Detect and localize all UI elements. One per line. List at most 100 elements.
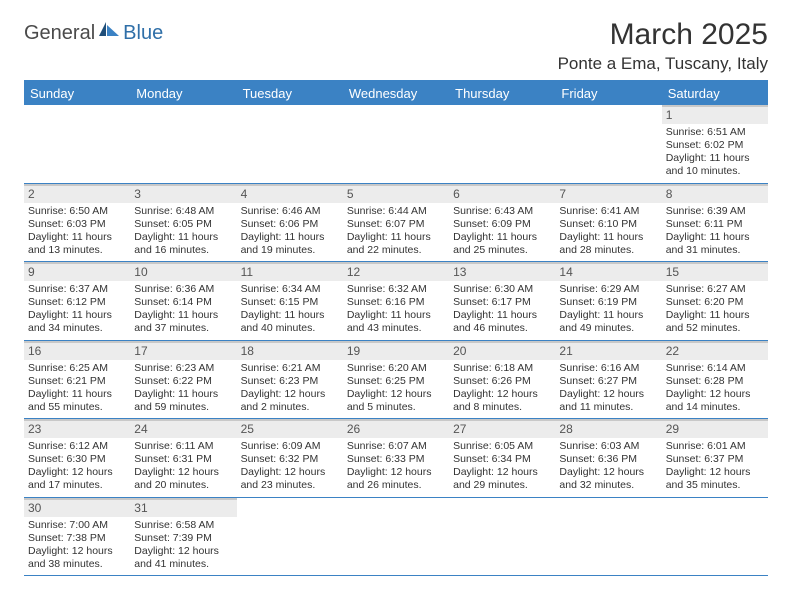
day-sunset: Sunset: 7:38 PM xyxy=(28,532,126,545)
day-cell-empty xyxy=(449,498,555,576)
day-sunrise: Sunrise: 6:30 AM xyxy=(453,283,551,296)
day-day1: Daylight: 11 hours xyxy=(559,309,657,322)
week-row: 23Sunrise: 6:12 AMSunset: 6:30 PMDayligh… xyxy=(24,419,768,498)
day-sunset: Sunset: 6:22 PM xyxy=(134,375,232,388)
day-sunset: Sunset: 6:07 PM xyxy=(347,218,445,231)
day-sunrise: Sunrise: 6:37 AM xyxy=(28,283,126,296)
day-sunset: Sunset: 6:23 PM xyxy=(241,375,339,388)
day-number: 24 xyxy=(130,420,236,438)
day-cell: 27Sunrise: 6:05 AMSunset: 6:34 PMDayligh… xyxy=(449,419,555,497)
day-day2: and 22 minutes. xyxy=(347,244,445,257)
day-number: 19 xyxy=(343,342,449,360)
day-number: 13 xyxy=(449,263,555,281)
day-sunrise: Sunrise: 6:32 AM xyxy=(347,283,445,296)
month-title: March 2025 xyxy=(558,18,768,52)
day-day1: Daylight: 11 hours xyxy=(347,309,445,322)
day-cell: 29Sunrise: 6:01 AMSunset: 6:37 PMDayligh… xyxy=(662,419,768,497)
day-sunset: Sunset: 6:28 PM xyxy=(666,375,764,388)
day-day1: Daylight: 11 hours xyxy=(666,309,764,322)
day-number: 25 xyxy=(237,420,343,438)
day-cell: 10Sunrise: 6:36 AMSunset: 6:14 PMDayligh… xyxy=(130,262,236,340)
day-sunset: Sunset: 6:20 PM xyxy=(666,296,764,309)
day-number: 27 xyxy=(449,420,555,438)
day-sunset: Sunset: 6:09 PM xyxy=(453,218,551,231)
day-number: 22 xyxy=(662,342,768,360)
day-number: 31 xyxy=(130,499,236,517)
day-cell: 24Sunrise: 6:11 AMSunset: 6:31 PMDayligh… xyxy=(130,419,236,497)
day-sunset: Sunset: 6:05 PM xyxy=(134,218,232,231)
day-day2: and 28 minutes. xyxy=(559,244,657,257)
day-sunrise: Sunrise: 6:43 AM xyxy=(453,205,551,218)
logo-text-general: General xyxy=(24,22,95,45)
day-number: 30 xyxy=(24,499,130,517)
day-day1: Daylight: 12 hours xyxy=(28,545,126,558)
day-sunrise: Sunrise: 6:34 AM xyxy=(241,283,339,296)
day-sunrise: Sunrise: 6:27 AM xyxy=(666,283,764,296)
day-cell: 18Sunrise: 6:21 AMSunset: 6:23 PMDayligh… xyxy=(237,341,343,419)
logo: General Blue xyxy=(24,18,163,45)
day-sunrise: Sunrise: 6:25 AM xyxy=(28,362,126,375)
day-day2: and 31 minutes. xyxy=(666,244,764,257)
day-number: 6 xyxy=(449,185,555,203)
day-sunrise: Sunrise: 6:44 AM xyxy=(347,205,445,218)
weekday-saturday: Saturday xyxy=(662,82,768,105)
day-sunset: Sunset: 6:25 PM xyxy=(347,375,445,388)
week-row: 30Sunrise: 7:00 AMSunset: 7:38 PMDayligh… xyxy=(24,498,768,577)
day-cell: 19Sunrise: 6:20 AMSunset: 6:25 PMDayligh… xyxy=(343,341,449,419)
day-day2: and 40 minutes. xyxy=(241,322,339,335)
day-cell: 1Sunrise: 6:51 AMSunset: 6:02 PMDaylight… xyxy=(662,105,768,183)
day-cell: 28Sunrise: 6:03 AMSunset: 6:36 PMDayligh… xyxy=(555,419,661,497)
day-cell-empty xyxy=(662,498,768,576)
day-cell: 3Sunrise: 6:48 AMSunset: 6:05 PMDaylight… xyxy=(130,184,236,262)
day-sunrise: Sunrise: 6:23 AM xyxy=(134,362,232,375)
location: Ponte a Ema, Tuscany, Italy xyxy=(558,54,768,74)
day-sunset: Sunset: 7:39 PM xyxy=(134,532,232,545)
day-day2: and 55 minutes. xyxy=(28,401,126,414)
day-day2: and 13 minutes. xyxy=(28,244,126,257)
day-number: 2 xyxy=(24,185,130,203)
day-day2: and 37 minutes. xyxy=(134,322,232,335)
day-sunrise: Sunrise: 6:07 AM xyxy=(347,440,445,453)
weekday-tuesday: Tuesday xyxy=(237,82,343,105)
day-day1: Daylight: 11 hours xyxy=(453,231,551,244)
day-cell-empty xyxy=(237,105,343,183)
day-number: 11 xyxy=(237,263,343,281)
day-sunrise: Sunrise: 6:48 AM xyxy=(134,205,232,218)
day-day1: Daylight: 12 hours xyxy=(666,388,764,401)
day-number: 7 xyxy=(555,185,661,203)
day-day1: Daylight: 11 hours xyxy=(28,388,126,401)
day-day1: Daylight: 11 hours xyxy=(241,231,339,244)
day-sunrise: Sunrise: 6:41 AM xyxy=(559,205,657,218)
day-cell: 8Sunrise: 6:39 AMSunset: 6:11 PMDaylight… xyxy=(662,184,768,262)
day-number: 26 xyxy=(343,420,449,438)
day-cell: 21Sunrise: 6:16 AMSunset: 6:27 PMDayligh… xyxy=(555,341,661,419)
day-day2: and 11 minutes. xyxy=(559,401,657,414)
day-day1: Daylight: 12 hours xyxy=(453,466,551,479)
day-day2: and 52 minutes. xyxy=(666,322,764,335)
day-cell-empty xyxy=(237,498,343,576)
day-day1: Daylight: 12 hours xyxy=(347,466,445,479)
day-day1: Daylight: 12 hours xyxy=(559,466,657,479)
day-day2: and 16 minutes. xyxy=(134,244,232,257)
day-day1: Daylight: 11 hours xyxy=(347,231,445,244)
day-cell: 30Sunrise: 7:00 AMSunset: 7:38 PMDayligh… xyxy=(24,498,130,576)
day-day1: Daylight: 12 hours xyxy=(241,466,339,479)
day-number: 15 xyxy=(662,263,768,281)
day-number: 9 xyxy=(24,263,130,281)
day-sunset: Sunset: 6:11 PM xyxy=(666,218,764,231)
day-number: 8 xyxy=(662,185,768,203)
day-sunrise: Sunrise: 6:51 AM xyxy=(666,126,764,139)
day-sunrise: Sunrise: 6:05 AM xyxy=(453,440,551,453)
title-block: March 2025 Ponte a Ema, Tuscany, Italy xyxy=(558,18,768,74)
day-day1: Daylight: 11 hours xyxy=(134,231,232,244)
day-number: 16 xyxy=(24,342,130,360)
logo-text-blue: Blue xyxy=(123,22,163,45)
day-day2: and 49 minutes. xyxy=(559,322,657,335)
day-cell-empty xyxy=(343,105,449,183)
day-cell-empty xyxy=(343,498,449,576)
day-sunrise: Sunrise: 6:12 AM xyxy=(28,440,126,453)
day-day2: and 19 minutes. xyxy=(241,244,339,257)
day-sunset: Sunset: 6:19 PM xyxy=(559,296,657,309)
day-sunset: Sunset: 6:36 PM xyxy=(559,453,657,466)
day-day2: and 25 minutes. xyxy=(453,244,551,257)
